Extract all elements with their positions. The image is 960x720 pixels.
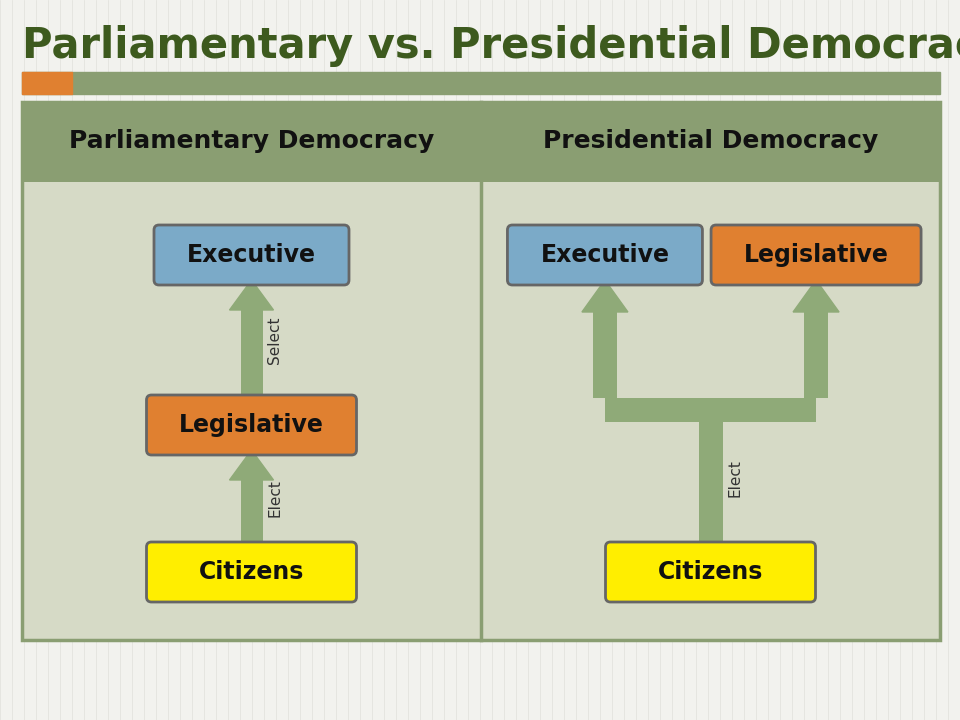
- Bar: [22, 102, 940, 640]
- Polygon shape: [793, 280, 839, 312]
- Text: Parliamentary Democracy: Parliamentary Democracy: [69, 129, 434, 153]
- Text: Legislative: Legislative: [180, 413, 324, 437]
- Text: Presidential Democracy: Presidential Democracy: [542, 129, 878, 153]
- Polygon shape: [229, 450, 274, 480]
- Bar: [22, 102, 940, 180]
- Text: Legislative: Legislative: [744, 243, 889, 267]
- Bar: [241, 480, 262, 547]
- Text: Elect: Elect: [268, 480, 282, 518]
- Text: Citizens: Citizens: [199, 560, 304, 584]
- Text: Select: Select: [268, 316, 282, 364]
- Text: Citizens: Citizens: [658, 560, 763, 584]
- FancyBboxPatch shape: [147, 542, 356, 602]
- Bar: [22, 72, 72, 94]
- FancyBboxPatch shape: [154, 225, 349, 285]
- Bar: [22, 72, 940, 94]
- FancyBboxPatch shape: [711, 225, 921, 285]
- Bar: [699, 410, 723, 547]
- FancyBboxPatch shape: [606, 542, 815, 602]
- FancyBboxPatch shape: [508, 225, 703, 285]
- Text: Parliamentary vs. Presidential Democracy: Parliamentary vs. Presidential Democracy: [22, 25, 960, 67]
- Bar: [22, 180, 940, 640]
- FancyBboxPatch shape: [147, 395, 356, 455]
- Polygon shape: [229, 280, 274, 310]
- Text: Executive: Executive: [540, 243, 669, 267]
- Bar: [241, 310, 262, 400]
- Text: Elect: Elect: [728, 459, 742, 498]
- Bar: [605, 398, 816, 422]
- Polygon shape: [582, 280, 628, 312]
- Text: Executive: Executive: [187, 243, 316, 267]
- Bar: [593, 312, 617, 398]
- Bar: [804, 312, 828, 398]
